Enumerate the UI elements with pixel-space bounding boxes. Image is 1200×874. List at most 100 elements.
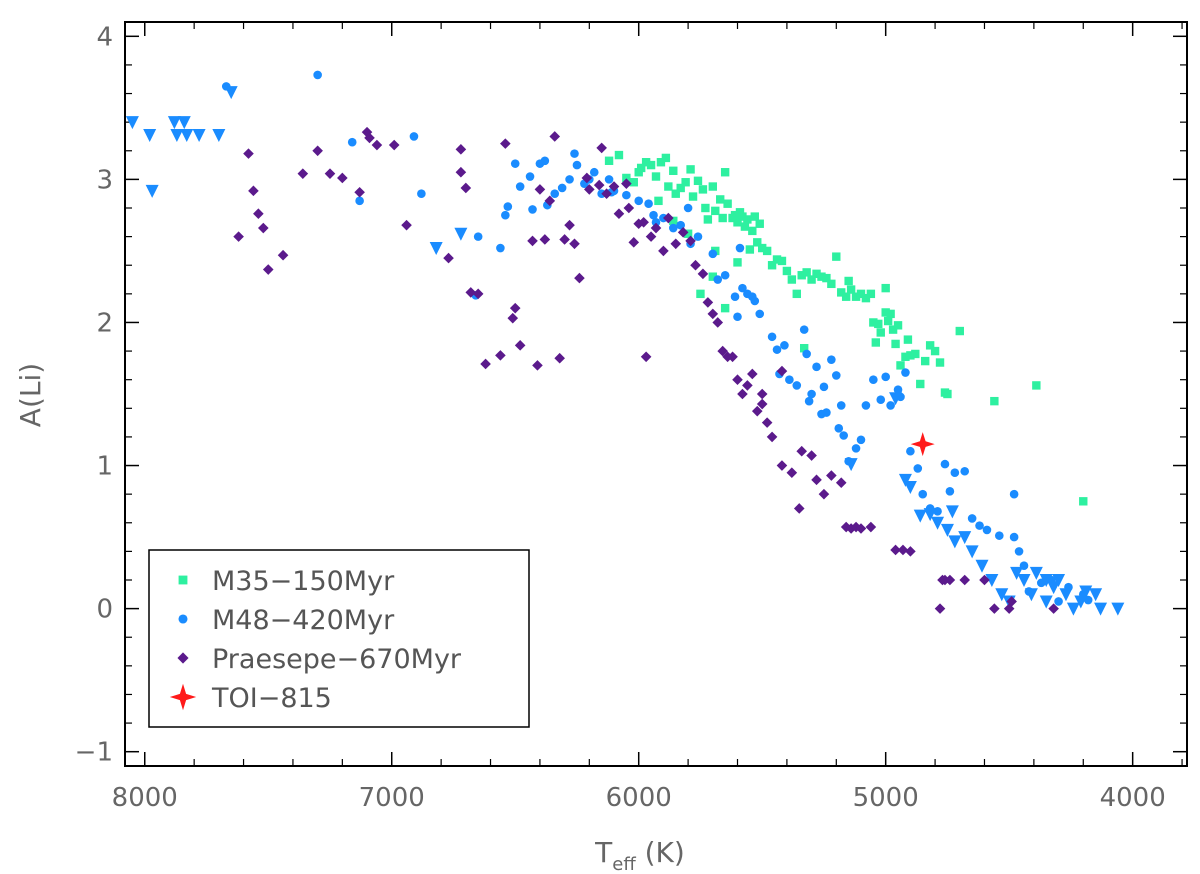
m35-point (634, 168, 643, 177)
m35-point (896, 361, 905, 370)
praesepe-point (500, 138, 511, 149)
praesepe-point (690, 259, 701, 271)
m48-point (807, 389, 816, 399)
legend-label: M48−420Myr (212, 605, 395, 636)
series-circle (221, 70, 1093, 606)
m48-upper-limit-point (1010, 566, 1024, 580)
m35-point (812, 269, 821, 279)
praesepe-point (569, 238, 580, 250)
axis-tick-labels: 8000 7000 6000 5000 4000 −1 0 1 2 3 4 (75, 22, 1166, 813)
m48-point (572, 160, 582, 170)
m35-point (758, 243, 767, 253)
m35-point (844, 276, 853, 286)
m48-point (834, 424, 844, 433)
m48-point (409, 132, 419, 141)
m48-upper-limit-point (1017, 574, 1031, 587)
m35-point (636, 163, 646, 173)
m35-point (723, 199, 732, 208)
praesepe-point (786, 467, 798, 478)
m35-point (921, 356, 930, 366)
m48-point (780, 341, 789, 350)
legend-label: M35−150Myr (212, 566, 395, 597)
praesepe-point (751, 405, 763, 417)
praesepe-point (747, 368, 758, 380)
m48-upper-limit-point (1059, 588, 1073, 602)
m35-point (1032, 381, 1041, 390)
m35-point (861, 293, 871, 303)
m48-upper-limit-point (931, 516, 945, 530)
praesepe-point (934, 603, 946, 614)
m35-point (955, 326, 964, 336)
praesepe-point (670, 238, 682, 250)
m35-point (832, 252, 841, 261)
m48-point (604, 175, 614, 184)
m35-point (669, 216, 678, 226)
m48-point (1009, 489, 1019, 499)
m48-point (869, 375, 878, 384)
m48-point (812, 362, 821, 372)
m48-point (802, 349, 811, 359)
x-tick-label: 6000 (606, 783, 672, 813)
m48-point (713, 275, 723, 284)
praesepe-point (905, 546, 916, 557)
m35-point (750, 212, 759, 221)
praesepe-point (509, 302, 521, 314)
praesepe-point (544, 195, 556, 207)
m48-point (733, 312, 742, 322)
m35-point (901, 352, 910, 361)
plot-frame (124, 21, 1188, 767)
m35-point (604, 156, 614, 165)
m35-point (782, 266, 792, 276)
m48-point (799, 325, 809, 334)
y-tick-label: 2 (96, 308, 113, 338)
m35-point (753, 238, 762, 247)
m48-upper-limit-point (844, 458, 858, 472)
praesepe-point (761, 417, 773, 428)
m48-upper-limit-point (898, 473, 912, 487)
m48-point (720, 270, 730, 280)
m48-point (836, 401, 846, 410)
m35-point (911, 349, 920, 359)
m48-point (501, 210, 510, 220)
m48-point (622, 190, 631, 200)
m48-point (918, 489, 928, 499)
praesepe-point (596, 142, 607, 154)
m48-point (750, 296, 760, 306)
m48-upper-limit-point (958, 531, 972, 545)
praesepe-point (712, 317, 724, 328)
m48-point (496, 243, 505, 253)
praesepe-point (297, 168, 309, 179)
praesepe-point (806, 450, 817, 461)
m48-upper-limit-point (224, 86, 238, 100)
praesepe-point (835, 477, 847, 489)
m35-point (718, 213, 727, 223)
m48-point (730, 292, 740, 302)
legend-box (148, 549, 530, 728)
praesepe-point (549, 131, 561, 142)
m48-point (557, 183, 567, 193)
series-diamond (233, 126, 1059, 614)
praesepe-point (443, 252, 454, 264)
m35-point (669, 166, 678, 175)
m35-point (733, 218, 742, 227)
praesepe-point (262, 264, 274, 275)
m48-point (827, 355, 836, 364)
praesepe-point (959, 574, 971, 586)
m48-point (856, 435, 866, 445)
praesepe-point (621, 178, 632, 189)
m48-point (893, 385, 903, 395)
m48-upper-limit-point (170, 129, 184, 143)
y-tick-label: 4 (96, 22, 113, 52)
m48-upper-limit-point (1094, 602, 1108, 616)
m35-point (822, 273, 831, 283)
praesepe-point (460, 182, 472, 194)
m48-point (772, 345, 782, 354)
m35-point (664, 182, 673, 191)
m48-point (967, 514, 977, 523)
praesepe-point (628, 237, 640, 248)
m48-point (767, 332, 777, 342)
m48-point (738, 283, 747, 293)
m48-upper-limit-point (1111, 602, 1125, 616)
praesepe-point (732, 374, 743, 385)
m48-upper-limit-point (429, 242, 443, 256)
